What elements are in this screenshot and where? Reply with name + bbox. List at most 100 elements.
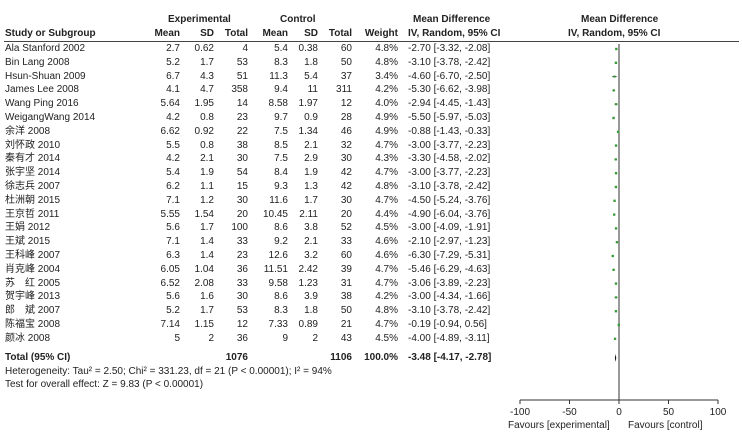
study-name: 张宇坚 2014 [5, 167, 61, 179]
weight-cell: 4.6% [375, 236, 398, 248]
sd-ctrl: 0.9 [304, 112, 318, 123]
ci-cell: -5.46 [-6.29, -4.63] [408, 263, 491, 275]
mean-ctrl: 11.3 [269, 70, 288, 82]
study-marker [612, 89, 615, 92]
ci-cell: -3.10 [-3.78, -2.42] [408, 305, 491, 317]
col-total-exp: Total [224, 28, 248, 39]
total-exp-cell: 100 [231, 222, 248, 234]
sd-ctrl: 1.8 [304, 305, 318, 317]
sd-exp: 1.95 [194, 98, 214, 110]
header-rule [4, 41, 739, 42]
study-marker [611, 254, 614, 258]
sd-ctrl: 2 [312, 332, 318, 344]
mean-exp: 7.1 [166, 236, 180, 248]
total-exp-cell: 30 [236, 153, 248, 165]
weight-cell: 4.8% [375, 305, 398, 317]
study-marker [614, 296, 618, 299]
total-exp-cell: 15 [236, 181, 248, 192]
header-experimental: Experimental [168, 14, 231, 25]
mean-ctrl: 9.2 [274, 236, 288, 248]
total-exp-cell: 51 [236, 70, 248, 82]
mean-ctrl: 12.6 [268, 250, 288, 261]
col-mean-exp: Mean [154, 28, 180, 39]
mean-exp: 5 [174, 332, 180, 344]
mean-ctrl: 9 [282, 332, 288, 344]
weight-cell: 4.7% [375, 263, 398, 275]
ci-cell: -0.88 [-1.43, -0.33] [408, 125, 491, 137]
sd-exp: 4.3 [200, 70, 214, 82]
favours-control: Favours [control] [628, 420, 703, 431]
total-ctrl-cell: 42 [340, 167, 352, 179]
sd-exp: 1.6 [200, 291, 214, 303]
total-ctrl-cell: 311 [336, 84, 352, 96]
total-label: Total (95% CI) [5, 352, 71, 363]
total-exp-cell: 23 [236, 112, 248, 123]
total-exp-cell: 12 [236, 319, 248, 330]
mean-exp: 4.1 [166, 84, 180, 96]
sd-exp: 0.62 [194, 43, 214, 54]
mean-exp: 6.52 [160, 277, 180, 289]
weight-cell: 4.8% [375, 43, 398, 54]
x-tick-label: -100 [510, 407, 530, 418]
total-ctrl-cell: 28 [340, 112, 352, 123]
mean-ctrl: 5.4 [274, 43, 288, 54]
mean-exp: 7.1 [166, 194, 180, 206]
weight-cell: 4.7% [375, 277, 398, 289]
study-name: 郎 斌 2007 [5, 305, 61, 317]
sd-ctrl: 2.11 [299, 208, 318, 220]
total-ctrl-cell: 12 [340, 98, 352, 110]
total-exp-cell: 54 [236, 167, 248, 179]
mean-exp: 5.5 [166, 139, 180, 151]
mean-ctrl: 11.6 [269, 194, 288, 206]
total-exp-cell: 30 [236, 194, 248, 206]
sd-exp: 1.54 [194, 208, 214, 220]
total-exp-cell: 53 [236, 56, 248, 68]
weight-cell: 4.3% [375, 153, 398, 165]
mean-ctrl: 8.3 [274, 305, 288, 317]
study-name: 陈福宝 2008 [5, 319, 61, 330]
mean-ctrl: 10.45 [262, 208, 288, 220]
sd-exp: 1.7 [200, 222, 214, 234]
sd-ctrl: 1.8 [304, 56, 318, 68]
study-name: 秦有才 2014 [5, 153, 61, 165]
total-ctrl-cell: 46 [340, 125, 352, 137]
mean-ctrl: 9.7 [274, 112, 288, 123]
ci-cell: -2.10 [-2.97, -1.23] [408, 236, 491, 248]
total-ctrl-cell: 39 [340, 263, 352, 275]
study-name: 颜冰 2008 [5, 332, 51, 344]
study-marker [615, 47, 618, 51]
total-ctrl-cell: 60 [340, 250, 352, 261]
mean-exp: 5.2 [166, 305, 180, 317]
mean-exp: 6.7 [166, 70, 180, 82]
total-exp-cell: 22 [236, 125, 248, 137]
mean-ctrl: 8.58 [268, 98, 288, 110]
study-marker [612, 116, 615, 120]
sd-ctrl: 1.23 [298, 277, 318, 289]
total-ctrl-cell: 33 [340, 236, 352, 248]
total-weight: 100.0% [364, 352, 398, 363]
mean-ctrl: 8.3 [274, 56, 288, 68]
ci-cell: -6.30 [-7.29, -5.31] [408, 250, 491, 261]
sd-ctrl: 1.34 [298, 125, 318, 137]
sd-exp: 1.7 [200, 56, 214, 68]
mean-ctrl: 7.33 [268, 319, 288, 330]
heterogeneity-text: Heterogeneity: Tau² = 2.50; Chi² = 331.2… [5, 366, 332, 377]
total-exp-cell: 20 [236, 208, 248, 220]
total-exp-cell: 53 [236, 305, 248, 317]
study-marker [613, 337, 617, 340]
total-exp-cell: 358 [231, 84, 248, 96]
mean-exp: 5.64 [160, 98, 180, 110]
mean-ctrl: 7.5 [274, 153, 288, 165]
total-exp-cell: 23 [236, 250, 248, 261]
study-name: Wang Ping 2016 [5, 98, 79, 110]
study-name: 王娟 2012 [5, 222, 51, 234]
overall-effect-text: Test for overall effect: Z = 9.83 (P < 0… [5, 379, 204, 390]
sd-exp: 2.1 [200, 153, 214, 165]
mean-exp: 5.6 [166, 222, 180, 234]
ci-cell: -2.94 [-4.45, -1.43] [408, 98, 491, 110]
x-tick-label: -50 [562, 407, 577, 418]
study-name: Bin Lang 2008 [5, 56, 70, 68]
mean-exp: 4.2 [166, 153, 180, 165]
col-total-ctrl: Total [328, 28, 352, 39]
